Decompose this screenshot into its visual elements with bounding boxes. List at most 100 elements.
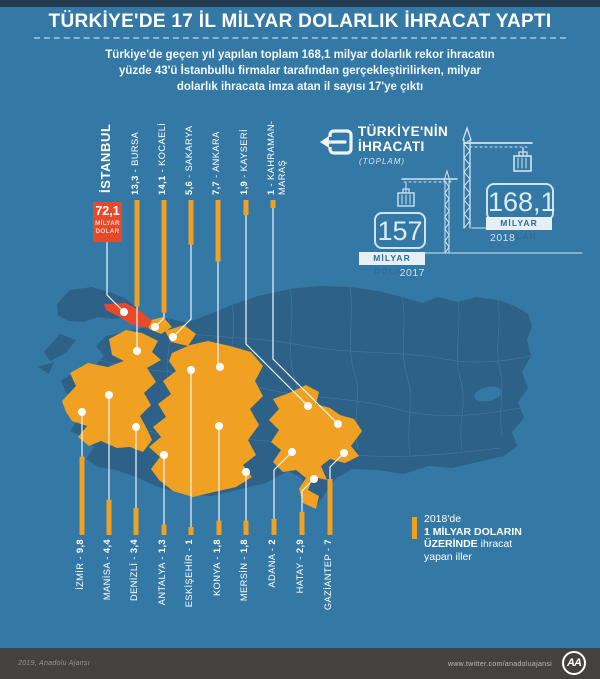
map-dot-DENİZLİ: [132, 423, 140, 431]
legend: 2018'de 1 MİLYAR DOLARIN ÜZERİNDE ihracat…: [424, 513, 522, 563]
legend-line3-rest: ihracat: [480, 538, 513, 550]
subtitle-line: Türkiye'de geçen yıl yapılan toplam 168,…: [105, 49, 495, 61]
istanbul-callout-box: 72,1 MİLYAR DOLAR: [93, 202, 122, 242]
total-2018-value-box: 168,1: [486, 183, 556, 221]
lake-van: [474, 386, 502, 402]
export-panel-subheading: (TOPLAM): [359, 157, 406, 166]
map-dot-KAHRAMAN-MARAŞ: [334, 420, 342, 428]
dashed-divider: [34, 37, 566, 39]
leader-line-ADANA: [273, 451, 293, 519]
legend-line4: yapan iller: [424, 550, 472, 563]
bar-SAKARYA: [188, 200, 194, 245]
map-dot-ANKARA: [216, 363, 224, 371]
total-2017-value-box: 157: [374, 212, 426, 249]
map-dot-ANTALYA: [160, 451, 168, 459]
legend-color-swatch: [412, 517, 417, 539]
map-dot-KONYA: [215, 422, 223, 430]
subtitle-line: dolarlık ihracata imza atan il sayısı 17…: [176, 81, 424, 93]
label-ANKARA: 7,7 - ANKARA: [211, 131, 221, 195]
leader-line-KAHRAMAN-MARAŞ: [272, 208, 339, 425]
map-dot-GAZİANTEP: [340, 449, 348, 457]
map-dot-İZMİR: [78, 408, 86, 416]
map-dot-ESKİŞEHİR: [187, 366, 195, 374]
export-illustration: [320, 125, 583, 254]
map-dot-ADANA: [288, 448, 296, 456]
label-GAZİANTEP: GAZİANTEP - 7: [323, 539, 333, 611]
label-ANTALYA: ANTALYA - 1,3: [157, 539, 167, 606]
label-KAHRAMAN-MARAŞ: 1 - KAHRAMAN-MARAŞ: [266, 120, 287, 195]
leader-line-istanbul: [106, 242, 125, 313]
leader-line-GAZİANTEP: [329, 452, 345, 479]
legend-line3-bold: ÜZERİNDE: [424, 538, 478, 550]
label-KONYA: KONYA - 1,8: [212, 539, 222, 596]
subtitle: Türkiye'de geçen yıl yapılan toplam 168,…: [0, 47, 600, 95]
total-2018-unit: MİLYAR DOLAR: [486, 217, 552, 241]
map-dot-SAKARYA: [169, 333, 177, 341]
leader-line-KAYSERİ: [245, 215, 309, 407]
label-HATAY: HATAY - 2,9: [295, 539, 305, 594]
bar-İZMİR: [79, 456, 85, 535]
legend-line2: 1 MİLYAR DOLARIN: [424, 525, 522, 538]
bar-MANİSA: [106, 499, 112, 535]
leader-line-KOCAELİ: [154, 312, 165, 328]
label-SAKARYA: 5,6 - SAKARYA: [184, 125, 194, 195]
map-dot-KAYSERİ: [304, 402, 312, 410]
label-KAYSERİ: 1,9 - KAYSERİ: [239, 128, 249, 195]
bar-KONYA: [216, 520, 222, 535]
label-KOCAELİ: 14,1 - KOCAELİ: [157, 122, 167, 195]
bar-ANTALYA: [161, 524, 167, 535]
anadolu-agency-logo: AA: [562, 651, 586, 675]
label-BURSA: 13,3 - BURSA: [130, 131, 140, 195]
bar-KAYSERİ: [243, 200, 249, 216]
region-east-kayseri-gaziantep-hatay: [269, 385, 362, 509]
map-dot-HATAY: [310, 475, 318, 483]
legend-line1: 2018'de: [424, 513, 462, 525]
bar-ESKİŞEHİR: [188, 527, 194, 535]
bar-BURSA: [134, 200, 140, 307]
bar-KOCAELİ: [161, 200, 167, 313]
bar-KAHRAMAN-MARAŞ: [270, 200, 276, 208]
total-2017-year: 2017: [399, 267, 425, 279]
footer-credit: 2019, Anadolu Ajansı: [18, 660, 91, 667]
top-strip: [0, 0, 600, 7]
export-heading-line1: TÜRKİYE'NİN: [358, 124, 449, 139]
label-istanbul: İSTANBUL: [98, 123, 113, 193]
bar-GAZİANTEP: [327, 479, 333, 535]
total-2018-year: 2018: [490, 232, 516, 244]
label-MERSİN: MERSİN - 1,8: [239, 539, 249, 602]
footer: 2019, Anadolu Ajansı www.twitter.com/ana…: [0, 648, 600, 679]
map-dot-MERSİN: [242, 468, 250, 476]
export-icon: [320, 129, 353, 155]
label-MANİSA: MANİSA - 4,4: [102, 539, 112, 601]
province-callout-lines: [78, 200, 348, 535]
bar-DENİZLİ: [133, 507, 139, 535]
label-ESKİŞEHİR: ESKİŞEHİR - 1: [184, 539, 194, 608]
map-dot-MANİSA: [105, 391, 113, 399]
bar-MERSİN: [243, 520, 249, 535]
map-dot-istanbul: [120, 308, 128, 316]
crane-2017-icon: [397, 169, 458, 254]
page-title: TÜRKİYE'DE 17 İL MİLYAR DOLARLIK İHRACAT…: [48, 11, 552, 32]
region-central-ankara-konya-antalya: [149, 341, 263, 497]
bar-ADANA: [271, 519, 277, 535]
label-ADANA: ADANA - 2: [267, 539, 277, 588]
total-2017-unit: MİLYAR DOLAR: [359, 252, 425, 276]
crane-2018-icon: [462, 125, 533, 229]
map-canakkale: [44, 334, 76, 361]
region-istanbul: [104, 303, 152, 328]
map-peninsula: [38, 362, 54, 374]
label-DENİZLİ: DENİZLİ - 3,4: [129, 539, 139, 602]
leader-line-HATAY: [301, 478, 315, 512]
footer-twitter-url[interactable]: www.twitter.com/anadoluajansi: [447, 661, 552, 668]
label-İZMİR: İZMİR - 9,8: [75, 539, 85, 590]
subtitle-line: yüzde 43'ü İstanbullu firmalar tarafında…: [119, 65, 481, 77]
map-dot-BURSA: [133, 347, 141, 355]
bar-ANKARA: [215, 200, 221, 262]
istanbul-value: 72,1: [95, 204, 120, 218]
map-dot-KOCAELİ: [151, 323, 159, 331]
export-panel-heading: TÜRKİYE'NİN İHRACATI: [358, 124, 448, 154]
bar-HATAY: [299, 511, 305, 535]
istanbul-unit: MİLYAR DOLAR: [95, 220, 120, 235]
